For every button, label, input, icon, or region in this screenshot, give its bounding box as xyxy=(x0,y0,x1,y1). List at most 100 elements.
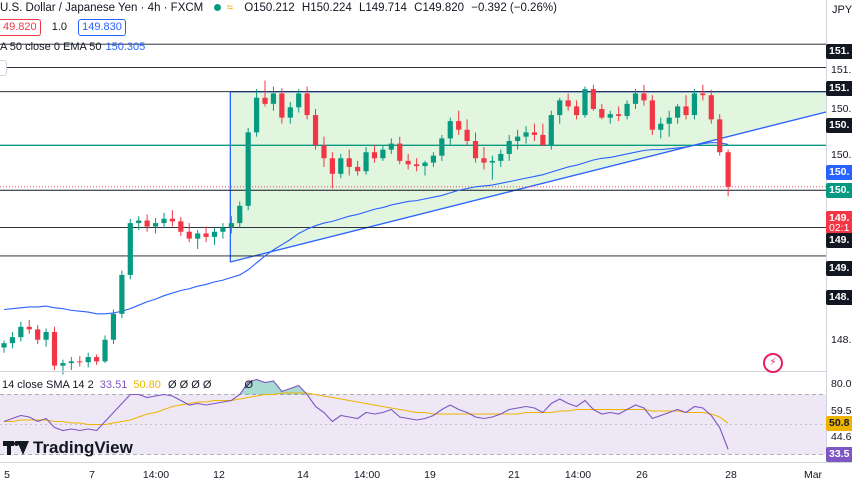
sell-button[interactable]: 49.820 xyxy=(0,19,41,36)
candle-body xyxy=(9,337,16,344)
candle-body xyxy=(506,140,512,154)
ema-legend-value: 150.305 xyxy=(105,41,146,53)
triangle-pattern-fill xyxy=(230,91,827,262)
lightning-icon[interactable]: ⚡ xyxy=(763,353,783,373)
candle-body xyxy=(43,331,49,340)
candle-body xyxy=(523,132,529,137)
candle-body xyxy=(346,158,352,167)
price-axis-label: 151. xyxy=(831,64,852,76)
time-axis-label: 21 xyxy=(508,469,520,481)
time-axis-label: 5 xyxy=(4,469,10,481)
level-lines xyxy=(0,43,826,257)
time-axis-label: Mar xyxy=(803,469,823,481)
price-axis-label: 150. xyxy=(831,149,852,161)
candle-body xyxy=(144,220,150,227)
rsi-axis-label: 59.5 xyxy=(831,405,852,417)
candle-body xyxy=(683,106,689,116)
symbol-legend[interactable]: U.S. Dollar / Japanese Yen · 4h · FXCM ≈… xyxy=(0,0,561,16)
candle-body xyxy=(203,233,209,237)
rsi-axis-label: 44.6 xyxy=(831,431,852,443)
buy-button[interactable]: 149.830 xyxy=(78,19,126,36)
time-axis-label: 14:00 xyxy=(353,469,381,481)
candle-body xyxy=(186,231,192,239)
candle-body xyxy=(312,115,319,146)
candle-body xyxy=(195,233,201,239)
candle-body xyxy=(371,152,378,159)
level-price-tag[interactable]: 151. xyxy=(826,44,852,59)
candle-body xyxy=(447,121,453,139)
candle-body xyxy=(548,115,554,146)
legend-collapse-button[interactable] xyxy=(0,60,7,76)
rsi-empty-value: Ø xyxy=(244,379,254,391)
currency-label[interactable]: JPY xyxy=(832,4,852,16)
rsi-sma-value: 50.80 xyxy=(133,379,161,391)
low-value: L149.714 xyxy=(358,2,407,14)
trade-buttons: 49.820 1.0 149.830 xyxy=(0,18,126,36)
candle-body xyxy=(540,134,546,146)
candle-body xyxy=(136,220,142,224)
rsi-line xyxy=(3,378,729,450)
open-value: O150.212 xyxy=(244,2,295,14)
candle-body xyxy=(430,155,437,163)
candle-body xyxy=(304,93,310,116)
candle-body xyxy=(439,138,445,156)
symbol-title[interactable]: U.S. Dollar / Japanese Yen · 4h · FXCM xyxy=(0,2,204,14)
level-price-tag[interactable]: 148. xyxy=(826,290,852,305)
candle-body xyxy=(590,89,596,110)
tradingview-logo[interactable]: TradingView xyxy=(3,438,133,458)
ema-50-line xyxy=(3,142,729,315)
candle-body xyxy=(60,363,66,366)
candle-body xyxy=(565,100,571,107)
time-axis-label: 7 xyxy=(89,469,95,481)
ema-legend-label: A 50 close 0 EMA 50 xyxy=(0,41,102,53)
candle-body xyxy=(211,231,218,237)
level-price-tag[interactable]: 151. xyxy=(826,81,852,96)
candle-body xyxy=(599,109,605,118)
change-value: −0.392 (−0.26%) xyxy=(471,2,557,14)
candle-body xyxy=(624,103,630,116)
candle-body xyxy=(110,313,117,340)
candle-body xyxy=(725,152,731,187)
candle-body xyxy=(380,149,386,159)
candle-body xyxy=(607,114,613,118)
ema-legend[interactable]: A 50 close 0 EMA 50 150.305 xyxy=(0,41,145,53)
candle-body xyxy=(413,164,420,167)
rsi-current-tag[interactable]: 33.5 xyxy=(826,447,852,462)
ema-layer xyxy=(3,142,729,315)
candle-body xyxy=(119,274,125,314)
candle-body xyxy=(1,343,7,348)
candle-body xyxy=(700,93,706,96)
candle-body xyxy=(708,95,714,120)
candle-body xyxy=(557,100,563,116)
candle-body xyxy=(515,136,521,141)
candle-body xyxy=(338,158,344,174)
level-price-tag[interactable]: 149. xyxy=(826,261,852,276)
candle-body xyxy=(228,223,234,228)
ema-price-tag[interactable]: 150. xyxy=(826,165,852,180)
candle-body xyxy=(51,331,58,366)
candle-body xyxy=(649,100,655,130)
candle-body xyxy=(102,339,108,362)
time-axis-label: 26 xyxy=(636,469,648,481)
rsi-sma-tag[interactable]: 50.8 xyxy=(826,416,852,431)
support-price-tag[interactable]: 150. xyxy=(826,183,852,198)
level-price-tag[interactable]: 150. xyxy=(826,118,852,133)
price-axis-label: 148. xyxy=(831,334,852,346)
market-open-icon xyxy=(214,4,222,12)
candle-body xyxy=(161,218,167,224)
rsi-legend[interactable]: 14 close SMA 14 2 33.51 50.80 Ø Ø Ø Ø Ø xyxy=(2,379,253,391)
candle-body xyxy=(691,93,698,116)
candle-body xyxy=(531,132,538,135)
candle-body xyxy=(152,223,159,227)
rsi-layer xyxy=(3,378,729,450)
candle-body xyxy=(329,158,335,174)
rsi-band-layer xyxy=(0,394,826,455)
candle-body xyxy=(658,123,664,130)
tradingview-logo-icon xyxy=(3,441,29,455)
candle-body xyxy=(489,160,495,163)
rsi-band xyxy=(0,394,826,455)
rsi-legend-label: 14 close SMA 14 2 xyxy=(2,379,94,391)
level-price-tag[interactable]: 149. xyxy=(826,233,852,248)
time-axis-label: 28 xyxy=(725,469,737,481)
